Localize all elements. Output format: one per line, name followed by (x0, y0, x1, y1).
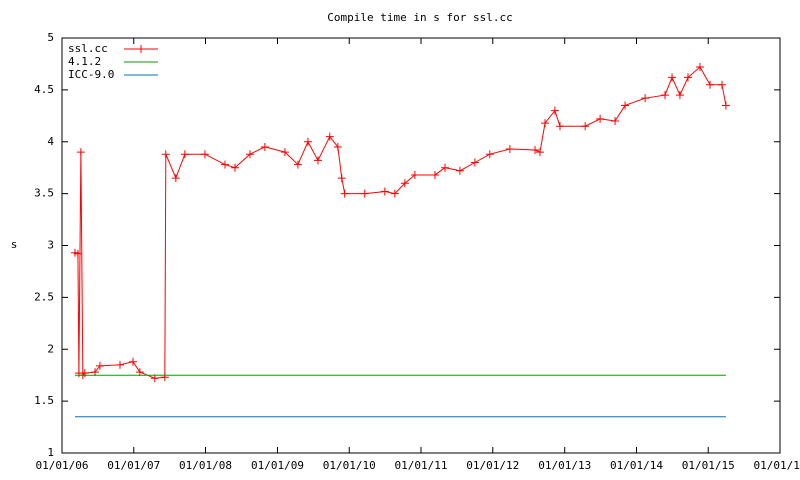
x-tick-label: 01/01/15 (682, 459, 735, 472)
plot-frame (61, 37, 781, 454)
x-tick-label: 01/01/08 (179, 459, 232, 472)
point-marker (380, 187, 389, 196)
point-marker (470, 158, 479, 167)
point-marker (80, 369, 89, 378)
point-marker (641, 94, 650, 103)
point-marker (161, 150, 170, 159)
y-tick-label: 1.5 (34, 394, 54, 407)
point-marker (455, 166, 464, 175)
point-marker (410, 170, 419, 179)
point-marker (333, 142, 342, 151)
point-marker (73, 249, 82, 258)
point-marker (400, 179, 409, 188)
point-marker (485, 150, 494, 159)
point-marker (313, 156, 322, 165)
y-tick-label: 3.5 (34, 187, 54, 200)
y-tick-label: 2 (47, 342, 54, 355)
legend-marker (137, 45, 145, 53)
point-marker (303, 137, 312, 146)
point-marker (220, 160, 229, 169)
y-tick-label: 4 (47, 135, 54, 148)
y-tick-label: 5 (47, 31, 54, 44)
x-tick-label: 01/01/12 (466, 459, 519, 472)
x-tick-label: 01/01/13 (538, 459, 591, 472)
legend-label: ICC-9.0 (68, 68, 114, 81)
point-marker (115, 360, 124, 369)
point-marker (668, 73, 677, 82)
chart-title: Compile time in s for ssl.cc (327, 11, 512, 24)
x-tick-label: 01/01/06 (36, 459, 89, 472)
point-marker (231, 163, 240, 172)
point-marker (430, 170, 439, 179)
point-marker (160, 373, 169, 382)
y-tick-label: 3 (47, 239, 54, 252)
point-marker (541, 119, 550, 128)
point-marker (280, 148, 289, 157)
point-marker (390, 189, 399, 198)
legend-label: ssl.cc (68, 42, 108, 55)
point-marker (721, 101, 730, 110)
point-marker (180, 150, 189, 159)
y-axis-label: s (11, 238, 18, 251)
point-marker (245, 150, 254, 159)
point-marker (95, 361, 104, 370)
point-marker (440, 163, 449, 172)
point-marker (76, 148, 85, 157)
y-tick-label: 2.5 (34, 290, 54, 303)
point-marker (621, 101, 630, 110)
x-tick-label: 01/01/16 (754, 459, 800, 472)
point-marker (200, 150, 209, 159)
point-marker (683, 73, 692, 82)
point-marker (596, 114, 605, 123)
x-tick-label: 01/01/14 (610, 459, 663, 472)
point-marker (675, 91, 684, 100)
point-marker (555, 122, 564, 131)
point-marker (531, 146, 540, 155)
point-marker (171, 174, 180, 183)
series-line (74, 66, 727, 379)
point-marker (535, 148, 544, 157)
point-marker (340, 189, 349, 198)
x-tick-label: 01/01/11 (395, 459, 448, 472)
point-marker (325, 132, 334, 141)
point-marker (706, 80, 715, 89)
point-marker (360, 189, 369, 198)
point-marker (337, 174, 346, 183)
point-marker (128, 357, 137, 366)
point-marker (293, 160, 302, 169)
point-marker (581, 122, 590, 131)
x-tick-label: 01/01/07 (107, 459, 160, 472)
legend-label: 4.1.2 (68, 55, 101, 68)
point-marker (505, 145, 514, 154)
x-tick-label: 01/01/09 (251, 459, 304, 472)
y-tick-label: 1 (47, 446, 54, 459)
point-marker (260, 142, 269, 151)
point-marker (695, 63, 704, 72)
point-marker (611, 117, 620, 125)
point-marker (718, 80, 727, 89)
point-marker (660, 91, 669, 100)
y-tick-label: 4.5 (34, 83, 54, 96)
x-tick-label: 01/01/10 (323, 459, 376, 472)
point-marker (550, 106, 559, 115)
